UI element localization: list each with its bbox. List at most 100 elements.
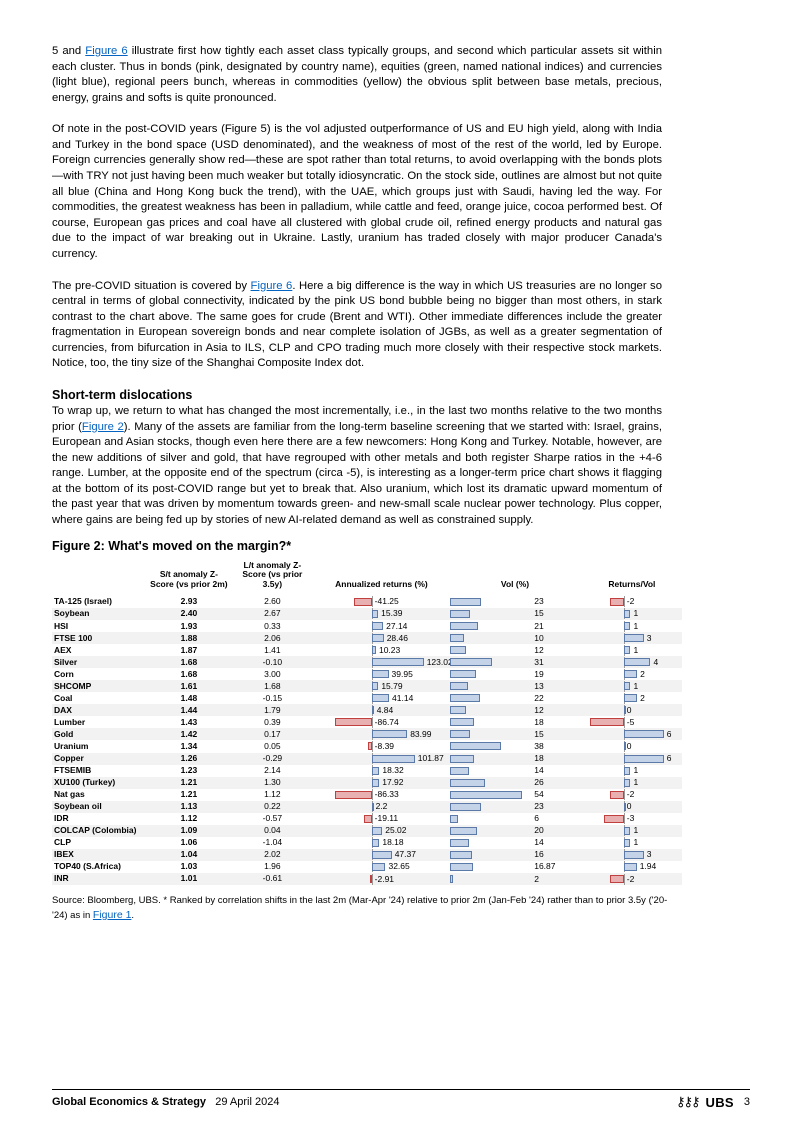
vol-bar: 13	[448, 680, 582, 692]
table-row: FTSE 1001.882.0628.46103	[52, 632, 682, 644]
lt-zscore: 2.67	[230, 608, 315, 620]
link-figure-6a[interactable]: Figure 6	[85, 45, 127, 57]
link-figure-6b[interactable]: Figure 6	[251, 280, 293, 292]
st-zscore: 1.48	[148, 692, 230, 704]
vol-bar: 23	[448, 801, 582, 813]
annualized-returns-bar: 39.95	[315, 668, 449, 680]
lt-zscore: 0.22	[230, 801, 315, 813]
returns-vol-bar: 1	[582, 777, 682, 789]
st-zscore: 1.61	[148, 680, 230, 692]
lt-zscore: -0.57	[230, 813, 315, 825]
lt-zscore: 2.14	[230, 765, 315, 777]
vol-bar: 38	[448, 740, 582, 752]
p3-pre: The pre-COVID situation is covered by	[52, 280, 251, 292]
row-label: TOP40 (S.Africa)	[52, 861, 148, 873]
annualized-returns-bar: 18.32	[315, 765, 449, 777]
annualized-returns-bar: 27.14	[315, 620, 449, 632]
row-label: Lumber	[52, 716, 148, 728]
st-zscore: 1.42	[148, 728, 230, 740]
row-label: Uranium	[52, 740, 148, 752]
p4-post: ). Many of the assets are familiar from …	[52, 421, 662, 526]
figure-2-table-wrap: S/t anomaly Z-Score (vs prior 2m) L/t an…	[52, 559, 682, 885]
st-zscore: 1.09	[148, 825, 230, 837]
table-row: Corn1.683.0039.95192	[52, 668, 682, 680]
annualized-returns-bar: -41.25	[315, 596, 449, 608]
source-pre: Source: Bloomberg, UBS. * Ranked by corr…	[52, 895, 667, 921]
table-row: Soybean2.402.6715.39151	[52, 608, 682, 620]
annualized-returns-bar: 41.14	[315, 692, 449, 704]
lt-zscore: 1.96	[230, 861, 315, 873]
page-footer: Global Economics & Strategy 29 April 202…	[52, 1089, 750, 1110]
table-row: Gold1.420.1783.99156	[52, 728, 682, 740]
annualized-returns-bar: 123.02	[315, 656, 449, 668]
page-number: 3	[744, 1096, 750, 1108]
table-row: CLP1.06-1.0418.18141	[52, 837, 682, 849]
returns-vol-bar: 1	[582, 837, 682, 849]
table-row: DAX1.441.794.84120	[52, 704, 682, 716]
footer-left: Global Economics & Strategy 29 April 202…	[52, 1096, 279, 1108]
link-figure-1[interactable]: Figure 1	[93, 909, 132, 921]
lt-zscore: -0.61	[230, 873, 315, 885]
st-zscore: 1.03	[148, 861, 230, 873]
returns-vol-bar: 1.94	[582, 861, 682, 873]
figure-2-table: S/t anomaly Z-Score (vs prior 2m) L/t an…	[52, 559, 682, 885]
lt-zscore: 2.06	[230, 632, 315, 644]
row-label: Gold	[52, 728, 148, 740]
row-label: TA-125 (Israel)	[52, 596, 148, 608]
returns-vol-bar: 0	[582, 801, 682, 813]
row-label: COLCAP (Colombia)	[52, 825, 148, 837]
returns-vol-bar: 2	[582, 668, 682, 680]
returns-vol-bar: 3	[582, 849, 682, 861]
vol-bar: 31	[448, 656, 582, 668]
returns-vol-bar: -2	[582, 596, 682, 608]
vol-bar: 54	[448, 789, 582, 801]
vol-bar: 2	[448, 873, 582, 885]
row-label: Coal	[52, 692, 148, 704]
vol-bar: 15	[448, 728, 582, 740]
footer-title: Global Economics & Strategy	[52, 1096, 206, 1108]
annualized-returns-bar: 25.02	[315, 825, 449, 837]
lt-zscore: 1.79	[230, 704, 315, 716]
table-row: Soybean oil1.130.222.2230	[52, 801, 682, 813]
st-zscore: 1.21	[148, 789, 230, 801]
returns-vol-bar: 4	[582, 656, 682, 668]
vol-bar: 23	[448, 596, 582, 608]
paragraph-3: The pre-COVID situation is covered by Fi…	[52, 279, 662, 372]
st-zscore: 1.87	[148, 644, 230, 656]
link-figure-2[interactable]: Figure 2	[82, 421, 124, 433]
annualized-returns-bar: 18.18	[315, 837, 449, 849]
annualized-returns-bar: -86.33	[315, 789, 449, 801]
returns-vol-bar: 6	[582, 728, 682, 740]
p1-pre: 5 and	[52, 45, 85, 57]
lt-zscore: 0.04	[230, 825, 315, 837]
returns-vol-bar: -2	[582, 873, 682, 885]
table-row: Uranium1.340.05-8.39380	[52, 740, 682, 752]
col-vol: Vol (%)	[448, 559, 582, 596]
st-zscore: 1.44	[148, 704, 230, 716]
col-rv: Returns/Vol	[582, 559, 682, 596]
figure-2-title: Figure 2: What's moved on the margin?*	[52, 539, 750, 553]
footer-date: 29 April 2024	[209, 1096, 279, 1108]
row-label: SHCOMP	[52, 680, 148, 692]
annualized-returns-bar: 83.99	[315, 728, 449, 740]
lt-zscore: 1.30	[230, 777, 315, 789]
row-label: XU100 (Turkey)	[52, 777, 148, 789]
lt-zscore: -0.15	[230, 692, 315, 704]
annualized-returns-bar: 15.39	[315, 608, 449, 620]
returns-vol-bar: 6	[582, 753, 682, 765]
table-row: AEX1.871.4110.23121	[52, 644, 682, 656]
row-label: Soybean	[52, 608, 148, 620]
row-label: IBEX	[52, 849, 148, 861]
source-post: .	[131, 910, 134, 921]
row-label: FTSE 100	[52, 632, 148, 644]
vol-bar: 10	[448, 632, 582, 644]
vol-bar: 19	[448, 668, 582, 680]
table-row: Nat gas1.211.12-86.3354-2	[52, 789, 682, 801]
paragraph-4: To wrap up, we return to what has change…	[52, 404, 662, 529]
annualized-returns-bar: -19.11	[315, 813, 449, 825]
st-zscore: 1.12	[148, 813, 230, 825]
annualized-returns-bar: 2.2	[315, 801, 449, 813]
table-row: COLCAP (Colombia)1.090.0425.02201	[52, 825, 682, 837]
figure-2-source: Source: Bloomberg, UBS. * Ranked by corr…	[52, 895, 682, 923]
ubs-logo-text: UBS	[706, 1095, 734, 1110]
